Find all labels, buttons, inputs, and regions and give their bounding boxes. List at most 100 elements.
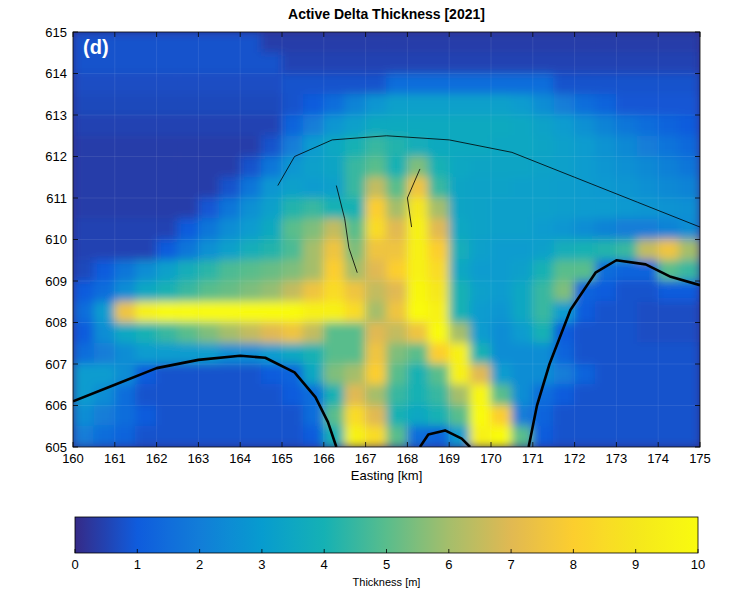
cell [73,115,94,136]
cell [407,32,429,53]
cell [679,384,700,405]
y-tick-right [695,198,700,199]
cell [386,260,408,281]
cell [365,364,387,385]
cell [219,73,241,94]
cell [512,94,533,115]
cell [240,94,262,115]
x-tick-top [198,32,199,37]
cell [658,156,680,177]
cell [679,426,700,447]
cell [637,364,659,385]
cell [428,94,450,115]
y-tick [73,405,78,406]
cell [407,260,429,281]
cell [365,115,387,136]
cell [198,177,220,198]
cell [616,32,638,53]
cell [386,426,408,447]
cell [240,115,262,136]
cell [324,32,346,53]
x-tick-label: 161 [104,451,126,466]
cell [94,239,116,260]
cell [219,426,241,447]
cell [324,239,346,260]
cell [470,239,492,260]
cell [177,260,199,281]
y-tick-right [695,115,700,116]
cell [73,218,94,239]
x-tick-label: 171 [522,451,544,466]
cell [512,364,533,385]
cell [303,73,325,94]
cell [637,73,659,94]
cell [553,301,575,322]
cell [156,135,178,156]
cell [679,343,700,364]
cell [219,115,241,136]
cell [219,218,241,239]
cell [386,301,408,322]
x-tick-top [574,32,575,37]
cell [135,384,157,405]
colorbar [75,517,698,553]
cell [679,301,700,322]
cell [344,177,366,198]
cell [449,52,471,73]
cell [177,198,199,219]
cell [491,156,513,177]
cell [470,301,492,322]
cell [679,73,700,94]
cell [491,218,513,239]
cell [261,135,283,156]
cell [94,260,116,281]
cell [282,239,304,260]
cell [240,343,262,364]
plot-area [73,32,700,447]
cell [240,281,262,302]
cell [428,115,450,136]
cell [491,198,513,219]
x-tick [323,442,324,447]
y-tick-label: 606 [45,398,67,413]
cell [512,343,533,364]
cell [156,156,178,177]
cell [533,73,555,94]
cell [491,364,513,385]
cell [449,281,471,302]
cell [324,405,346,426]
cell [219,260,241,281]
cell [156,32,178,53]
grid-line-y [73,405,700,406]
cell [156,301,178,322]
cell [135,218,157,239]
contour [336,186,357,273]
cell [595,218,617,239]
cell [616,94,638,115]
y-tick-label: 613 [45,108,67,123]
cell [658,426,680,447]
cell [595,239,617,260]
y-tick [73,198,78,199]
cell [261,239,283,260]
cell [261,94,283,115]
cell [595,301,617,322]
grid-line-y [73,156,700,157]
cell [135,177,157,198]
cell [240,177,262,198]
cell [616,115,638,136]
cell [198,281,220,302]
cell [491,384,513,405]
cell [658,135,680,156]
x-tick-label: 172 [564,451,586,466]
cell [156,73,178,94]
cell [324,281,346,302]
cell [553,384,575,405]
y-tick-label: 605 [45,440,67,455]
cell [658,94,680,115]
cell [198,135,220,156]
cell [595,73,617,94]
cell [407,94,429,115]
cell [449,32,471,53]
cell [428,343,450,364]
